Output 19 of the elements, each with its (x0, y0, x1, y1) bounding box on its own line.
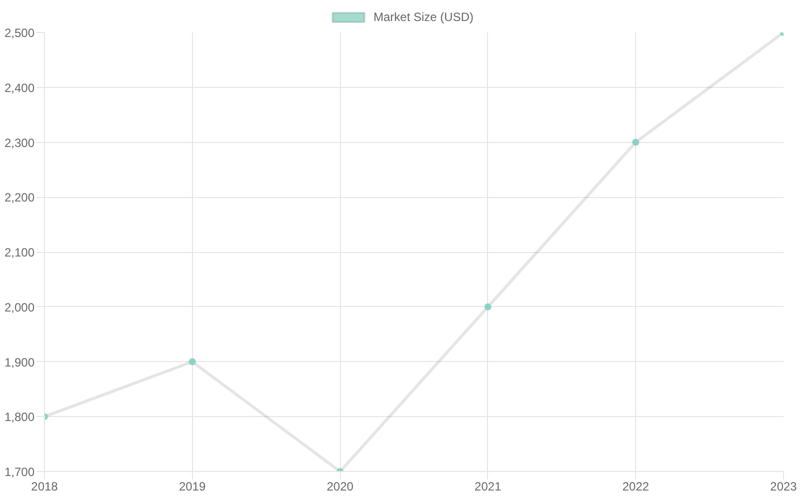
point (188, 358, 196, 366)
y-tick-label: 1,800 (4, 410, 35, 424)
y-tick-label: 2,000 (4, 300, 35, 314)
y-tick-label: 2,100 (4, 246, 35, 260)
y-tick-label: 2,300 (4, 136, 35, 150)
x-tick-label: 2022 (622, 480, 650, 494)
x-tick-label: 2019 (178, 480, 206, 494)
y-tick-label: 2,200 (4, 190, 35, 205)
y-tick-label: 2,500 (4, 26, 35, 40)
point (632, 138, 640, 146)
legend-label: Market Size (USD) (374, 10, 474, 24)
x-tick-label: 2021 (474, 480, 502, 494)
x-tick-label: 2020 (326, 480, 354, 494)
x-tick-label: 2018 (31, 480, 58, 494)
y-tick-label: 1,700 (4, 465, 35, 479)
y-tick-label: 1,900 (4, 355, 35, 370)
point (484, 303, 492, 310)
y-tick-label: 2,400 (4, 80, 35, 95)
x-tick-label: 2023 (770, 480, 798, 494)
